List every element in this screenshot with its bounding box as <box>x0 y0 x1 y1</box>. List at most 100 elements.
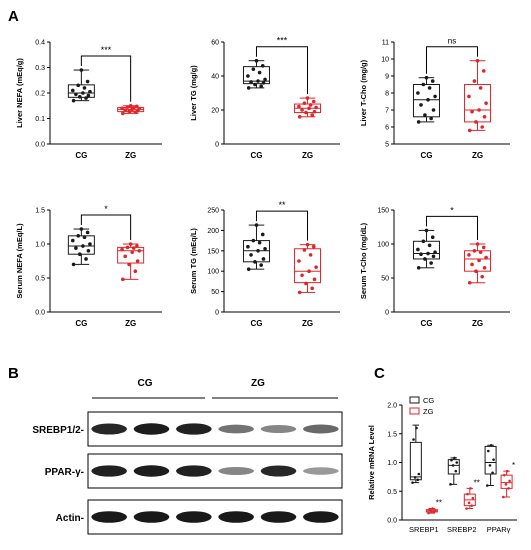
data-point <box>424 228 429 233</box>
significance-label: ** <box>436 499 442 508</box>
blot-band <box>176 465 212 477</box>
data-point <box>253 82 257 87</box>
data-point <box>302 101 307 105</box>
y-axis-title: Liver NEFA (mEq/g) <box>15 58 24 128</box>
data-point <box>502 473 506 477</box>
data-point <box>308 103 313 107</box>
data-point <box>478 86 483 90</box>
data-point <box>427 86 432 90</box>
y-tick-label: 0 <box>215 142 219 149</box>
data-point <box>86 249 91 253</box>
chart-liver-tcho: 5 6 7 8 9 10 11 Liver T-Cho (mg/g) CG ZG ns <box>359 37 510 160</box>
chart-liver-tg: 0 20 40 60 Liver TG (mg/g) CG ZG *** <box>189 36 340 160</box>
data-point <box>474 269 478 274</box>
blot-strip <box>87 499 343 535</box>
chart-serum-tg: 0 50 100 150 200 250 Serum TG (mEq/L) CG ZG ** <box>189 200 340 328</box>
data-point <box>470 504 474 507</box>
x-tick-label: ZG <box>125 151 136 160</box>
significance-label: ** <box>474 478 480 487</box>
data-point <box>428 508 431 511</box>
data-point <box>127 109 131 114</box>
data-point <box>484 101 488 105</box>
y-tick-label: 100 <box>377 242 389 249</box>
box-iqr <box>500 474 513 489</box>
data-point <box>467 94 471 99</box>
blot-band <box>260 511 297 523</box>
y-tick-label: 0.0 <box>35 310 45 317</box>
data-point <box>505 469 509 473</box>
data-point <box>297 259 301 263</box>
data-point <box>81 244 85 248</box>
legend-label: CG <box>423 396 434 405</box>
data-point <box>246 267 251 271</box>
y-axis-title: Relative mRNA Level <box>367 425 376 500</box>
data-point <box>137 249 142 253</box>
y-tick-label: 10 <box>381 57 389 64</box>
y-tick-label: 0.4 <box>35 40 45 47</box>
data-point <box>416 478 420 482</box>
data-point <box>484 255 488 260</box>
data-point <box>305 242 310 247</box>
blot-band <box>133 423 170 435</box>
data-point <box>297 290 302 295</box>
data-point <box>308 253 313 257</box>
data-point <box>482 115 487 119</box>
chart-liver-nefa: 0.0 0.1 0.2 0.3 0.4 Liver NEFA (mEq/g) CG ZG *** <box>15 40 162 160</box>
y-axis-title: Liver TG (mg/g) <box>189 65 198 121</box>
data-point <box>254 223 259 227</box>
data-point <box>135 259 140 263</box>
x-tick-label: ZG <box>302 151 313 160</box>
data-point <box>246 86 251 90</box>
data-point <box>415 426 418 430</box>
data-point <box>300 108 304 112</box>
significance-bracket <box>80 55 132 102</box>
legend-swatch <box>409 407 420 415</box>
data-point <box>416 266 421 270</box>
data-point <box>469 487 472 490</box>
chart-mrna-level: 0.0 0.5 1.0 1.5 2.0 Relative mRNA Level SREBP1… <box>367 396 517 534</box>
data-point <box>453 456 456 460</box>
y-tick-label: 150 <box>207 248 219 255</box>
data-point <box>430 79 435 83</box>
y-tick-label: 60 <box>211 40 219 47</box>
data-point <box>256 249 260 253</box>
data-point <box>127 262 131 267</box>
data-point <box>467 128 472 133</box>
data-point <box>430 235 435 239</box>
data-point <box>256 79 260 83</box>
data-point <box>78 252 82 256</box>
y-tick-label: 150 <box>377 208 389 215</box>
blot-group-label: ZG <box>251 378 265 389</box>
data-point <box>421 82 426 87</box>
blot-band <box>218 424 254 434</box>
significance-bracket <box>80 214 132 240</box>
data-point <box>85 79 90 84</box>
x-tick-label: ZG <box>125 319 136 328</box>
data-point <box>419 103 423 107</box>
data-point <box>502 495 505 499</box>
data-point <box>263 77 267 82</box>
data-point <box>507 487 510 490</box>
data-point <box>123 254 127 259</box>
data-point <box>466 492 469 496</box>
data-point <box>467 253 471 257</box>
y-tick-label: 100 <box>207 269 219 276</box>
data-point <box>480 125 485 129</box>
y-tick-label: 7 <box>385 108 389 115</box>
data-point <box>74 246 78 250</box>
data-point <box>131 246 136 250</box>
data-point <box>470 262 474 267</box>
data-point <box>412 438 415 441</box>
data-point <box>137 107 142 111</box>
data-point <box>416 247 420 252</box>
data-point <box>88 89 92 94</box>
data-point <box>311 99 316 104</box>
blot-strip <box>87 453 343 489</box>
data-point <box>455 461 459 464</box>
data-point <box>482 266 487 270</box>
data-point <box>70 88 75 93</box>
data-point <box>421 239 426 244</box>
y-tick-label: 0.3 <box>35 65 45 72</box>
significance-label: *** <box>101 45 112 55</box>
data-point <box>417 472 421 476</box>
